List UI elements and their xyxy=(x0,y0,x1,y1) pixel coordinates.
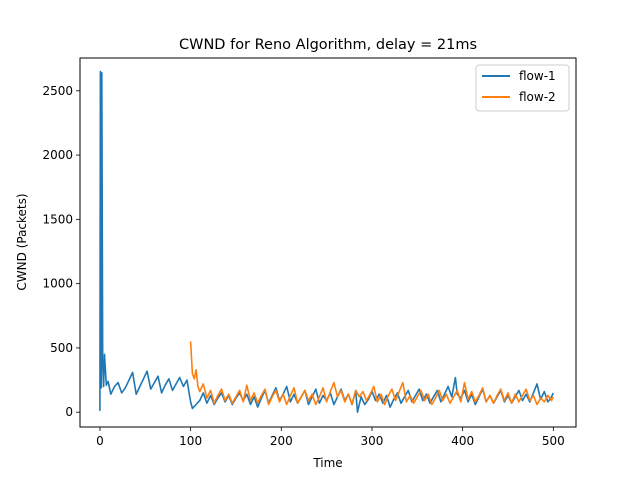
x-tick-label: 300 xyxy=(361,434,384,448)
x-axis: 0 100 200 300 400 500 xyxy=(96,427,565,448)
x-tick-label: 100 xyxy=(179,434,202,448)
x-tick-label: 500 xyxy=(542,434,565,448)
series-line-flow-1 xyxy=(99,70,555,414)
y-tick-label: 1500 xyxy=(42,212,73,226)
y-tick-label: 2000 xyxy=(42,148,73,162)
x-axis-label: Time xyxy=(312,456,342,470)
chart-title: CWND for Reno Algorithm, delay = 21ms xyxy=(179,37,477,53)
legend-label-flow-1: flow-1 xyxy=(519,69,556,83)
x-tick-label: 200 xyxy=(270,434,293,448)
y-tick-label: 2500 xyxy=(42,84,73,98)
y-axis-label: CWND (Packets) xyxy=(15,193,29,290)
series-line-flow-2 xyxy=(189,341,555,406)
legend-label-flow-2: flow-2 xyxy=(519,90,556,104)
legend: flow-1 flow-2 xyxy=(475,64,570,112)
y-axis: 0 500 1000 1500 2000 2500 xyxy=(42,84,80,419)
series-layer xyxy=(99,70,555,414)
x-tick-label: 400 xyxy=(451,434,474,448)
axes-frame xyxy=(79,57,577,428)
x-tick-label: 0 xyxy=(96,434,104,448)
y-tick-label: 1000 xyxy=(42,277,73,291)
y-tick-label: 500 xyxy=(50,341,73,355)
y-tick-label: 0 xyxy=(65,405,73,419)
